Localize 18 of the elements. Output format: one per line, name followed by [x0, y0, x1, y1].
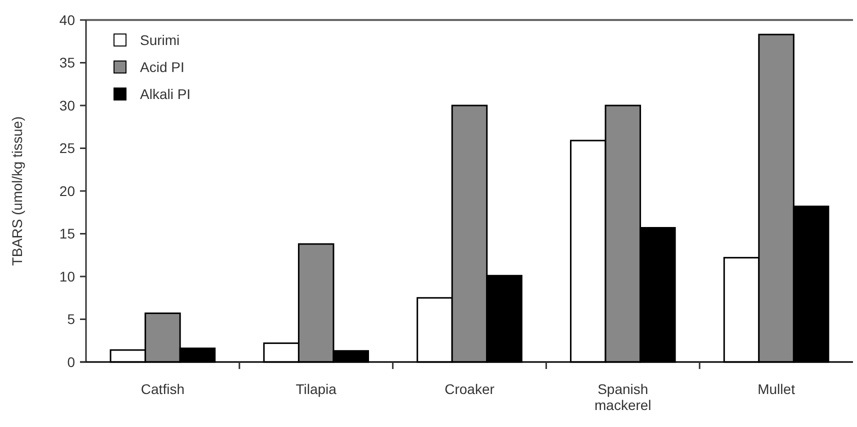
y-axis-title: TBARS (umol/kg tissue) [9, 116, 25, 266]
x-tick-label: Croaker [444, 381, 495, 397]
x-tick-label: Tilapia [296, 381, 337, 397]
y-tick-label: 0 [67, 354, 76, 370]
x-tick-label: Catfish [140, 381, 184, 397]
x-tick-label: Mullet [758, 381, 796, 397]
y-tick-label: 15 [59, 226, 76, 242]
y-tick-label: 25 [59, 140, 76, 156]
y-tick-label: 40 [59, 12, 76, 28]
y-tick-label: 35 [59, 54, 76, 71]
x-tick-label: Spanish mackerel [594, 381, 652, 413]
y-tick-label: 5 [67, 311, 76, 328]
legend-label: Alkali PI [140, 86, 191, 102]
legend-label: Acid PI [140, 58, 184, 75]
legend-label: Surimi [140, 32, 180, 48]
y-tick-label: 30 [59, 97, 76, 114]
y-tick-label: 10 [59, 268, 76, 284]
y-tick-label: 20 [59, 182, 76, 199]
